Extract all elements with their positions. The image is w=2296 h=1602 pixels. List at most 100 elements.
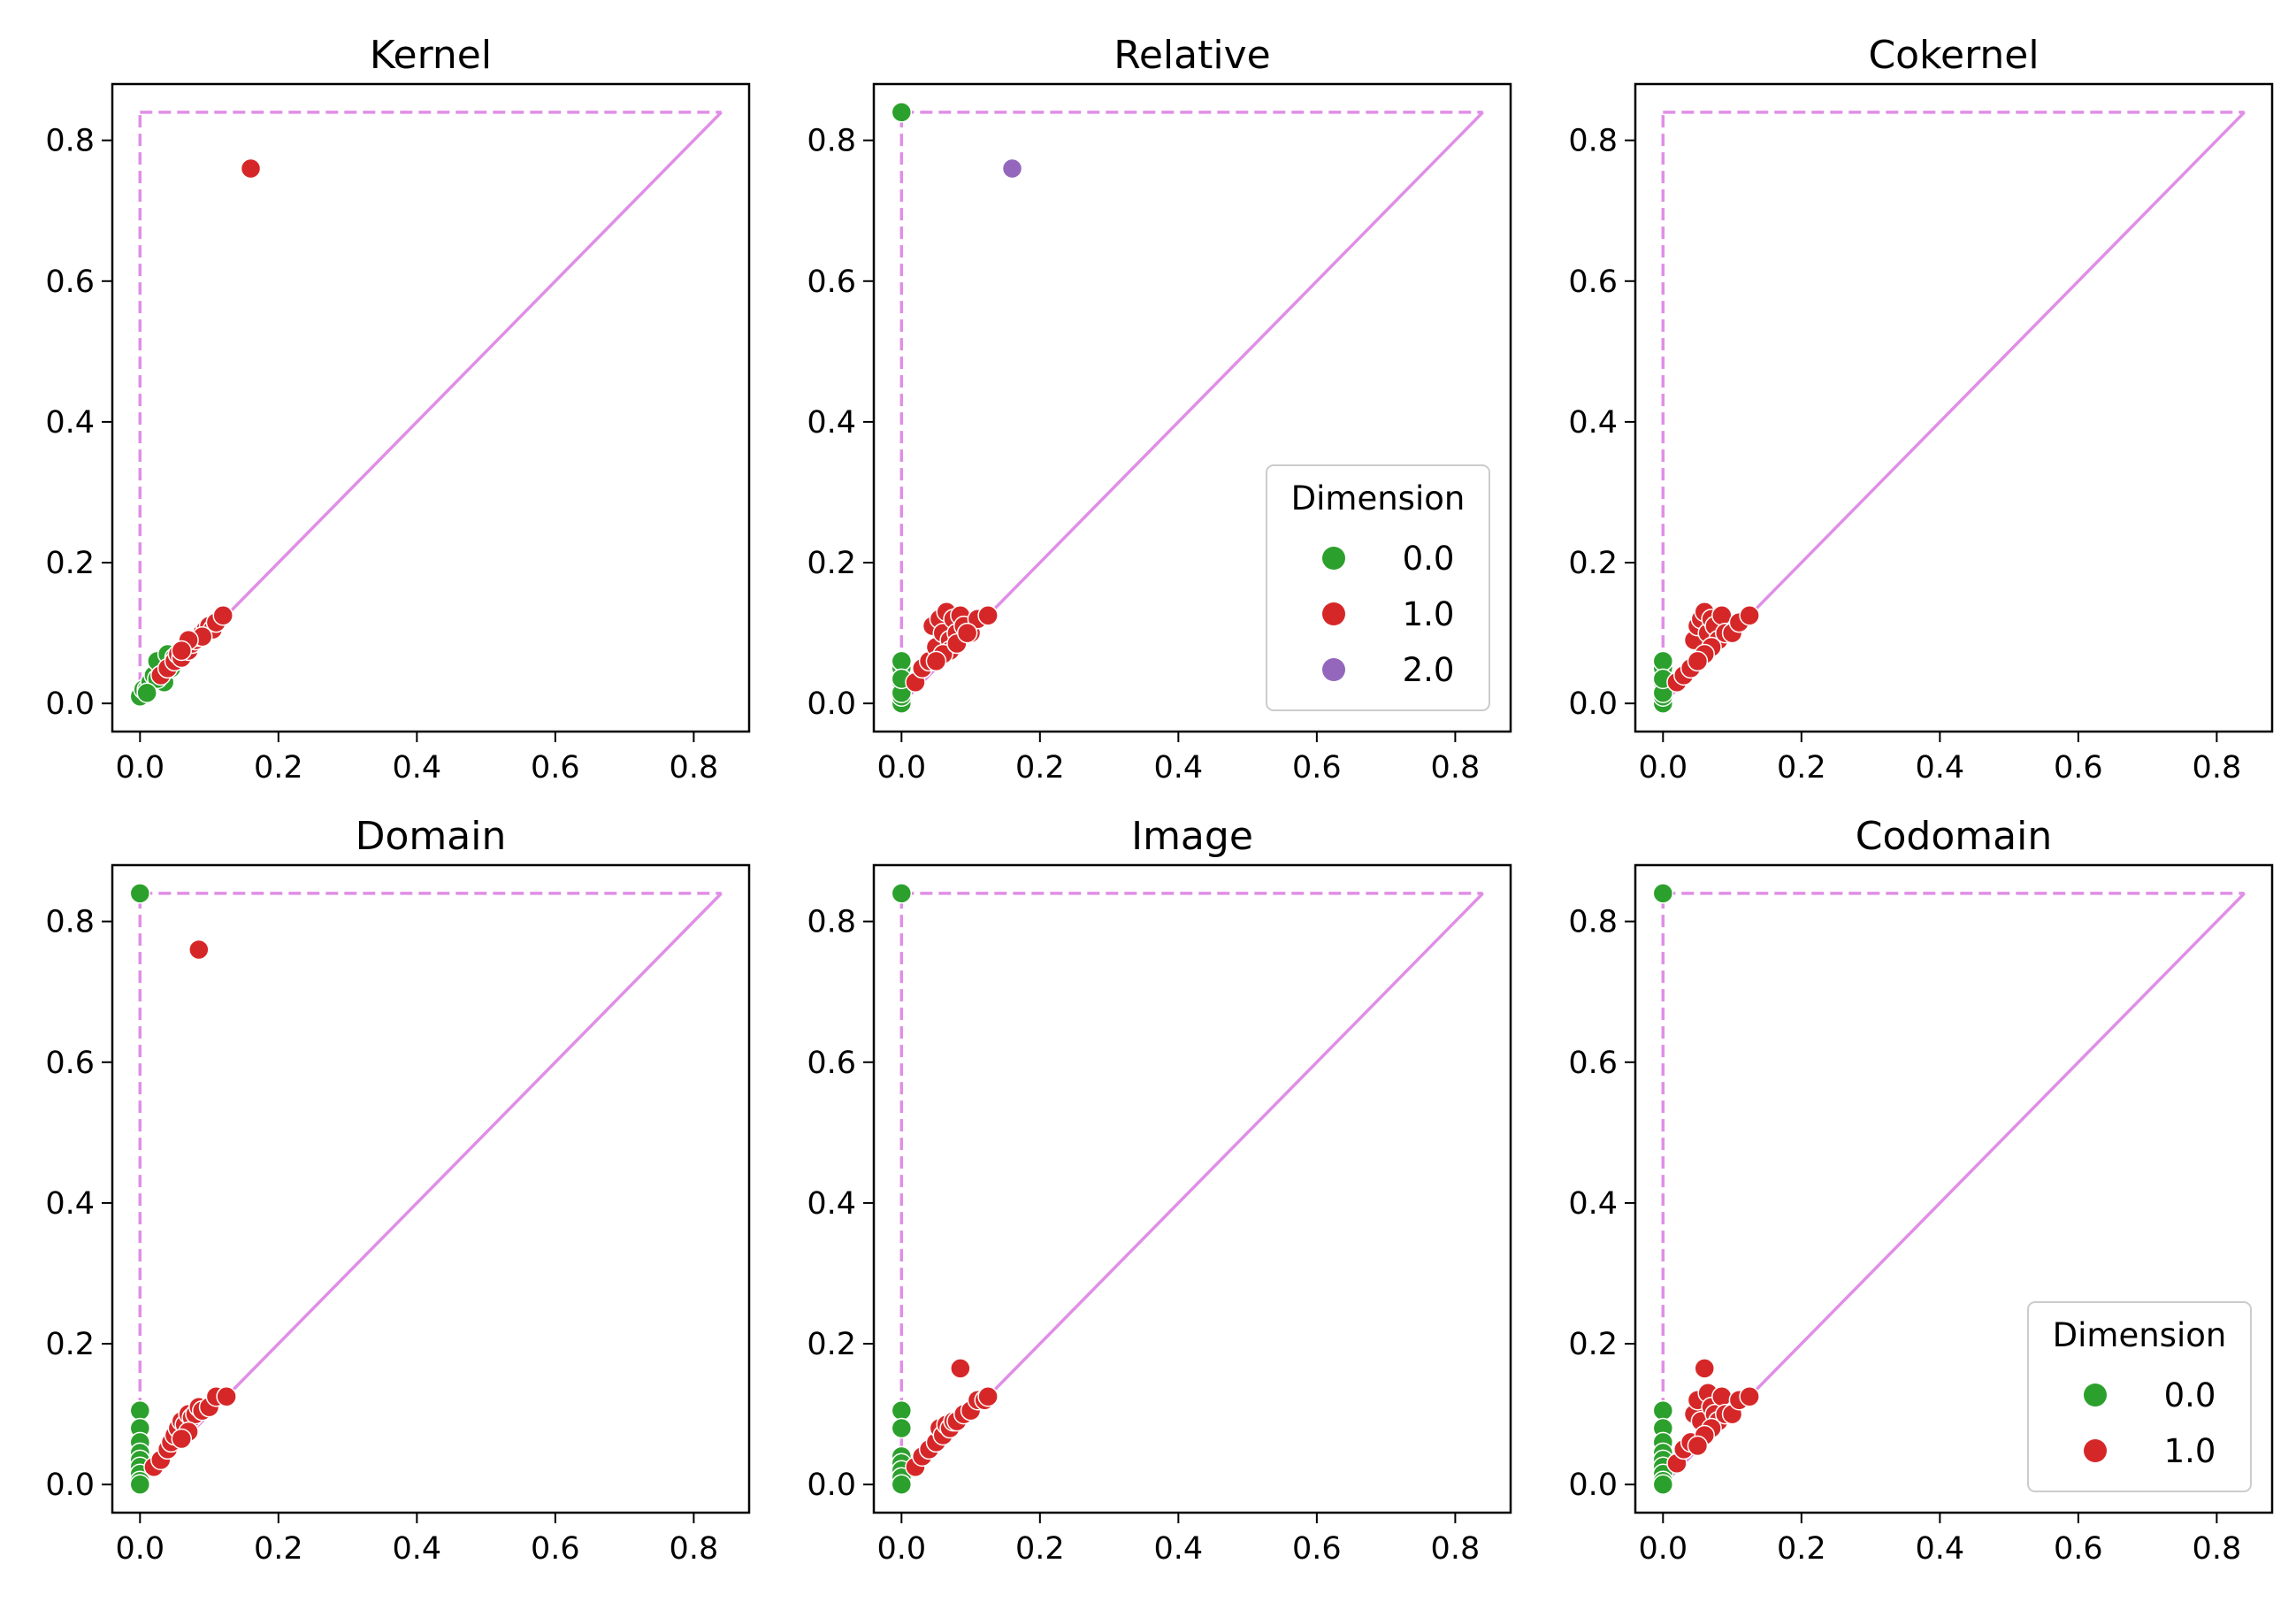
data-point (171, 1428, 193, 1450)
x-tick-label: 0.4 (1916, 1531, 1965, 1567)
y-tick-label: 0.4 (45, 1186, 95, 1222)
y-tick-label: 0.4 (45, 405, 95, 441)
y-tick-label: 0.2 (45, 546, 95, 581)
x-tick-label: 0.0 (115, 1531, 165, 1567)
x-tick-label: 0.8 (2193, 750, 2242, 786)
panel-kernel: Kernel 0.0 0.2 0.4 0.6 0.8 0.0 0.2 0.4 0.6 0.8 (45, 33, 751, 786)
y-tick-label: 0.4 (807, 405, 856, 441)
x-tick-label: 0.4 (393, 1531, 442, 1567)
data-point (891, 102, 913, 123)
data-point (240, 157, 262, 180)
x-tick-label: 0.0 (1638, 1531, 1688, 1567)
legend-box (2027, 1301, 2252, 1492)
y-tick-label: 0.0 (45, 1468, 95, 1503)
series-dimension-1.0 (143, 939, 237, 1478)
legend: Dimension 0.0 1.0 (2027, 1301, 2252, 1492)
legend-box (1266, 464, 1490, 711)
x-tick-label: 0.8 (1431, 1531, 1481, 1567)
data-point (136, 682, 157, 703)
y-tick-label: 0.6 (1568, 264, 1618, 300)
diagonal-line (900, 111, 1484, 705)
data-point (891, 883, 913, 904)
x-tick-label: 0.4 (393, 750, 442, 786)
panel-title: Kernel (370, 33, 492, 78)
data-point (1739, 604, 1760, 626)
x-tick-label: 0.6 (1292, 1531, 1342, 1567)
y-tick-label: 0.8 (1568, 905, 1618, 940)
y-tick-label: 0.2 (1568, 1327, 1618, 1362)
legend-title: Dimension (1291, 479, 1466, 517)
y-tick-label: 0.2 (1568, 546, 1618, 581)
x-tick-label: 0.0 (876, 1531, 926, 1567)
data-point (212, 604, 233, 626)
panel-relative: Relative 0.0 0.2 0.4 0.6 0.8 0.0 0.2 0.4 0.6 0.8 Di… (807, 33, 1512, 786)
data-point (129, 1399, 151, 1422)
data-point (891, 1474, 913, 1495)
y-tick-label: 0.4 (1568, 405, 1618, 441)
series-dimension-1.0 (905, 601, 999, 694)
x-tick-label: 0.6 (2054, 750, 2103, 786)
y-tick-label: 0.0 (45, 686, 95, 722)
data-point (1711, 604, 1733, 626)
axes-frame (872, 82, 1512, 733)
axes-frame (872, 863, 1512, 1514)
y-tick-label: 0.6 (807, 264, 856, 300)
data-point (977, 1385, 999, 1407)
panel-title: Cokernel (1868, 33, 2039, 78)
diagonal-line (900, 892, 1484, 1486)
legend: Dimension 0.0 1.0 2.0 (1266, 464, 1490, 711)
series-dimension-1.0 (150, 157, 262, 686)
axes-frame (111, 82, 751, 733)
panel-title: Image (1131, 814, 1253, 859)
x-tick-label: 0.2 (1015, 750, 1065, 786)
x-tick-label: 0.8 (670, 750, 719, 786)
series-dimension-1.0 (1666, 601, 1760, 694)
diagonal-line (139, 111, 723, 705)
axes-frame (111, 863, 751, 1514)
data-point (171, 640, 193, 662)
panel-cokernel: Cokernel 0.0 0.2 0.4 0.6 0.8 0.0 0.2 0.4 0.6 0.8 (1568, 33, 2274, 786)
x-tick-label: 0.4 (1916, 750, 1965, 786)
series-dimension-0.0 (1652, 883, 1674, 1495)
x-tick-label: 0.8 (2193, 1531, 2242, 1567)
data-point (216, 1385, 237, 1407)
x-tick-label: 0.8 (1431, 750, 1481, 786)
legend-label: 0.0 (1403, 540, 1455, 578)
panel-domain: Domain 0.0 0.2 0.4 0.6 0.8 0.0 0.2 0.4 0.6 0.8 (45, 814, 751, 1567)
data-point (925, 650, 947, 672)
x-tick-label: 0.0 (115, 750, 165, 786)
series-dimension-2.0 (1001, 157, 1023, 180)
data-point (1652, 650, 1674, 672)
legend-marker (2084, 1439, 2107, 1462)
y-tick-label: 0.2 (45, 1327, 95, 1362)
panel-codomain: Codomain 0.0 0.2 0.4 0.6 0.8 0.0 0.2 0.4 0.6 0.8 Di… (1568, 814, 2274, 1567)
legend-title: Dimension (2053, 1316, 2227, 1354)
data-point (1687, 1435, 1709, 1457)
axes-frame (1634, 863, 2274, 1514)
data-point (1711, 1385, 1733, 1407)
x-tick-label: 0.4 (1154, 1531, 1204, 1567)
x-tick-label: 0.2 (1777, 750, 1826, 786)
legend-marker (1322, 547, 1345, 570)
y-tick-label: 0.4 (1568, 1186, 1618, 1222)
y-tick-label: 0.0 (807, 686, 856, 722)
y-tick-label: 0.8 (807, 124, 856, 159)
panel-title: Codomain (1856, 814, 2052, 859)
legend-label: 0.0 (2164, 1376, 2216, 1414)
y-tick-label: 0.8 (1568, 124, 1618, 159)
x-tick-label: 0.4 (1154, 750, 1204, 786)
panel-image: Image 0.0 0.2 0.4 0.6 0.8 0.0 0.2 0.4 0.6 0.8 (807, 814, 1512, 1567)
y-tick-label: 0.6 (45, 264, 95, 300)
data-point (1652, 1474, 1674, 1495)
data-point (891, 1399, 913, 1422)
diagonal-line (1662, 111, 2246, 705)
x-tick-label: 0.0 (1638, 750, 1688, 786)
diagonal-line (1662, 892, 2246, 1486)
data-point (977, 604, 999, 626)
data-point (1694, 1358, 1716, 1379)
y-tick-label: 0.6 (807, 1046, 856, 1081)
panel-title: Relative (1114, 33, 1270, 78)
diagonal-line (139, 892, 723, 1486)
data-point (1652, 883, 1674, 904)
